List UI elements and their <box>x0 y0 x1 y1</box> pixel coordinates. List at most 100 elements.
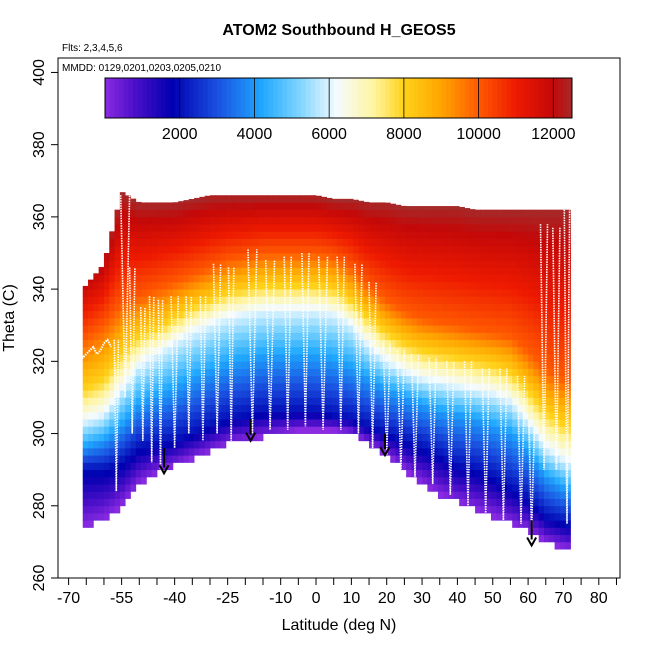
heatmap-cell <box>464 281 471 290</box>
heatmap-cell <box>490 346 497 355</box>
heatmap-cell <box>273 267 280 276</box>
heatmap-cell <box>490 440 497 449</box>
heatmap-cell <box>167 202 174 211</box>
heatmap-cell <box>379 231 386 239</box>
heatmap-cell <box>82 505 89 514</box>
heatmap-cell <box>400 274 407 283</box>
heatmap-cell <box>236 260 243 268</box>
heatmap-cell <box>549 310 556 319</box>
heatmap-cell <box>395 231 402 239</box>
flight-profile <box>199 296 207 441</box>
heatmap-cell <box>194 419 200 427</box>
heatmap-cell <box>448 296 455 304</box>
heatmap-cell <box>522 491 529 499</box>
heatmap-cell <box>178 224 184 232</box>
heatmap-cell <box>114 310 121 319</box>
heatmap-cell <box>464 332 471 341</box>
heatmap-cell <box>496 433 502 442</box>
heatmap-cell <box>528 411 534 420</box>
heatmap-cell <box>88 346 94 355</box>
heatmap-cell <box>141 476 147 485</box>
heatmap-cell <box>241 231 248 239</box>
heatmap-cell <box>565 404 571 413</box>
heatmap-cell <box>156 440 163 449</box>
heatmap-cell <box>522 411 529 420</box>
heatmap-cell <box>517 231 524 239</box>
heatmap-cell <box>469 238 476 247</box>
heatmap-cell <box>183 238 190 247</box>
heatmap-cell <box>363 404 370 413</box>
heatmap-cell <box>93 375 100 384</box>
colorbar-segment <box>179 78 185 118</box>
heatmap-cell <box>459 325 465 333</box>
heatmap-cell <box>422 404 428 413</box>
heatmap-cell <box>156 310 163 319</box>
heatmap-cell <box>215 426 221 434</box>
heatmap-cell <box>485 209 492 218</box>
heatmap-cell <box>369 310 375 319</box>
heatmap-cell <box>289 281 296 290</box>
heatmap-cell <box>225 411 232 420</box>
heatmap-cell <box>517 433 524 442</box>
colorbar-segment <box>543 78 550 118</box>
heatmap-cell <box>427 318 434 326</box>
heatmap-cell <box>512 274 518 283</box>
heatmap-cell <box>522 209 529 218</box>
heatmap-cell <box>549 527 556 536</box>
heatmap-cell <box>512 209 518 218</box>
colorbar-segment <box>515 78 522 118</box>
heatmap-cell <box>337 238 343 247</box>
heatmap-cell <box>331 289 338 297</box>
heatmap-cell <box>512 260 518 268</box>
heatmap-cell <box>533 274 540 283</box>
heatmap-cell <box>310 202 317 211</box>
heatmap-cell <box>443 404 449 413</box>
heatmap-cell <box>98 361 105 369</box>
heatmap-cell <box>496 245 502 254</box>
heatmap-cell <box>437 260 444 268</box>
heatmap-cell <box>125 289 131 297</box>
heatmap-cell <box>125 404 131 413</box>
heatmap-cell <box>522 361 529 369</box>
heatmap-cell <box>294 260 301 268</box>
heatmap-cell <box>194 310 200 319</box>
heatmap-cell <box>215 433 221 442</box>
heatmap-cell <box>109 390 115 398</box>
heatmap-cell <box>400 253 407 261</box>
heatmap-cell <box>363 202 370 211</box>
heatmap-cell <box>395 296 402 304</box>
heatmap-cell <box>379 411 386 420</box>
heatmap-cell <box>437 318 444 326</box>
heatmap-cell <box>284 209 290 218</box>
heatmap-cell <box>544 267 550 276</box>
heatmap-cell <box>294 267 301 276</box>
heatmap-cell <box>533 209 540 218</box>
heatmap-cell <box>369 216 375 225</box>
heatmap-cell <box>146 375 153 384</box>
heatmap-cell <box>316 325 322 333</box>
heatmap-cell <box>459 498 465 507</box>
heatmap-cell <box>236 397 243 406</box>
heatmap-cell <box>384 281 391 290</box>
heatmap-cell <box>533 390 540 398</box>
heatmap-cell <box>443 469 449 478</box>
heatmap-cell <box>390 274 396 283</box>
heatmap-cell <box>437 484 444 492</box>
heatmap-cell <box>326 289 333 297</box>
heatmap-cell <box>93 303 100 312</box>
heatmap-cell <box>374 339 381 348</box>
heatmap-cell <box>151 209 158 218</box>
colorbar-segment <box>366 78 372 118</box>
heatmap-cell <box>347 411 354 420</box>
heatmap-cell <box>549 339 556 348</box>
heatmap-cell <box>533 310 540 319</box>
heatmap-cell <box>141 260 147 268</box>
heatmap-cell <box>220 404 227 413</box>
heatmap-cell <box>384 332 391 341</box>
heatmap-cell <box>278 332 285 341</box>
heatmap-cell <box>490 498 497 507</box>
heatmap-cell <box>565 534 571 543</box>
heatmap-cell <box>390 426 396 434</box>
heatmap-cell <box>119 339 126 348</box>
heatmap-cell <box>528 332 534 341</box>
